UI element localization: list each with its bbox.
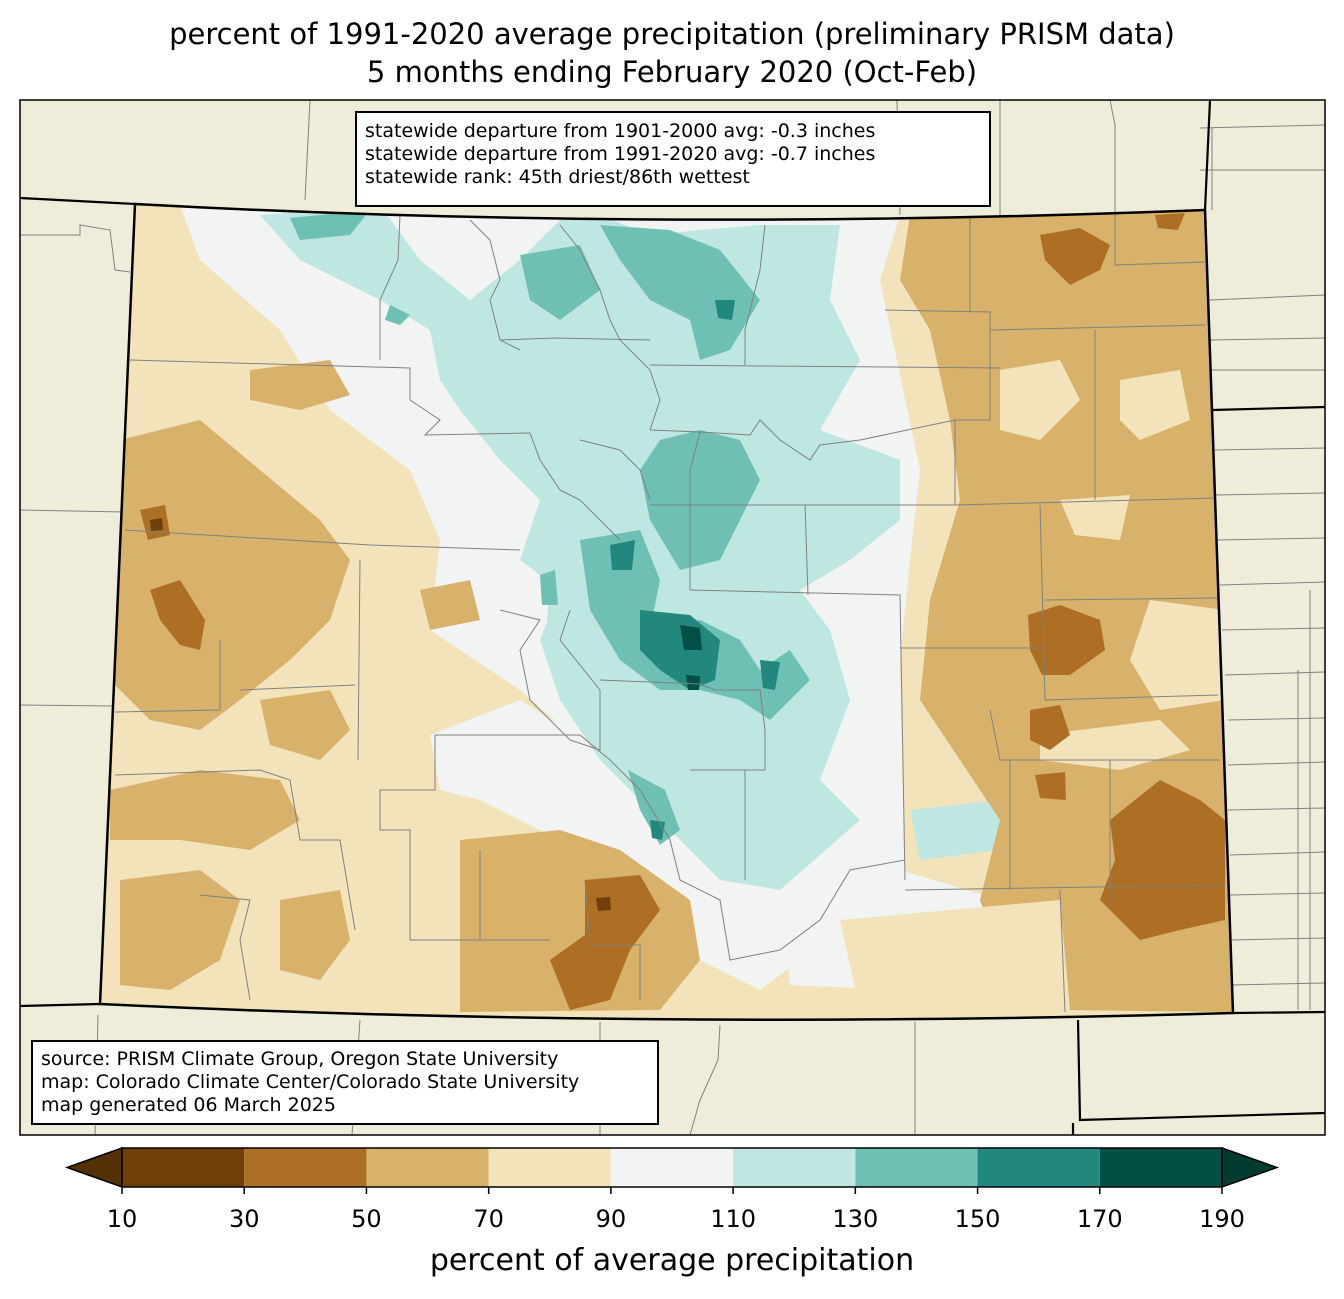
source-box: source: PRISM Climate Group, Oregon Stat… [31, 1040, 659, 1125]
colorbar-outline [121, 1147, 1223, 1188]
colorbar-tick-label: 90 [595, 1205, 627, 1233]
colorbar-bin [122, 1148, 245, 1187]
colorbar-extend-low [64, 1146, 123, 1189]
colorbar-tick-label: 10 [106, 1205, 138, 1233]
colorbar-tick-label: 130 [832, 1205, 879, 1233]
colorbar-bin [977, 1148, 1100, 1187]
colorbar-tick-label: 150 [954, 1205, 1001, 1233]
colorbar-bin [244, 1148, 367, 1187]
map-subtitle: 5 months ending February 2020 (Oct-Feb) [366, 55, 978, 89]
precipitation-field [100, 204, 1233, 1020]
colorbar-tick-label: 170 [1076, 1205, 1123, 1233]
map-frame [19, 99, 1326, 1136]
neighbor-state-borders [20, 100, 1325, 1135]
source-line-prism: source: PRISM Climate Group, Oregon Stat… [41, 1048, 559, 1070]
colorbar-tick-label: 70 [473, 1205, 504, 1233]
colorbar-bin [366, 1148, 489, 1187]
colorbar-bin [610, 1148, 734, 1187]
source-line-map: map: Colorado Climate Center/Colorado St… [41, 1071, 580, 1093]
colorbar-label: percent of average precipitation [429, 1243, 915, 1278]
colorbar-tick-label: 110 [710, 1205, 757, 1233]
colorado-border [98, 202, 1235, 1021]
stats-line-departure-1991-2020: statewide departure from 1991-2020 avg: … [365, 143, 876, 165]
colorbar-tick-label: 50 [351, 1205, 382, 1233]
stats-line-departure-1901-2000: statewide departure from 1901-2000 avg: … [365, 120, 876, 142]
colorbar-bin [488, 1148, 611, 1187]
statewide-stats-box: statewide departure from 1901-2000 avg: … [355, 111, 991, 207]
colorbar-tick-label: 190 [1199, 1205, 1245, 1233]
colorbar [64, 1146, 1280, 1194]
colorbar-bin [1099, 1148, 1222, 1187]
colorbar-extend-high [1221, 1146, 1280, 1189]
colorbar-tick-label: 30 [228, 1205, 260, 1233]
colorbar-bin [733, 1148, 856, 1187]
stats-line-rank: statewide rank: 45th driest/86th wettest [365, 166, 750, 188]
colorbar-bin [855, 1148, 978, 1187]
source-line-generated: map generated 06 March 2025 [41, 1094, 336, 1116]
map-title: percent of 1991-2020 average precipitati… [169, 17, 1175, 51]
